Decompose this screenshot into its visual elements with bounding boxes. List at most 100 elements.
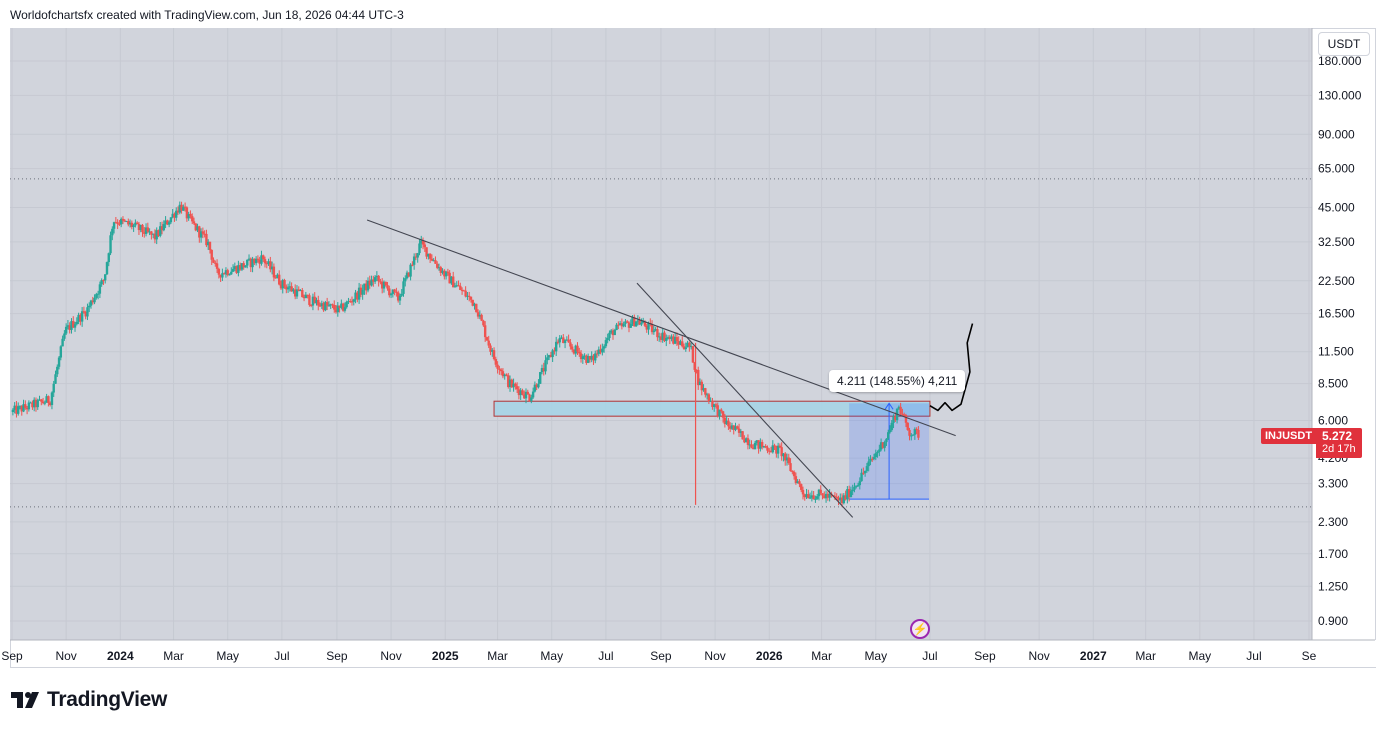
candle-body [146,227,150,232]
x-tick-label: 2026 [756,649,783,663]
candle-body [61,338,64,347]
candle-body [894,416,897,421]
candle-body [760,441,764,448]
candle-body [409,264,412,277]
candle-body [650,324,654,333]
candle-body [375,275,379,278]
x-tick-label: Sep [326,649,348,663]
candle-body [210,250,213,260]
y-tick-label: 45.000 [1318,201,1355,215]
candle-body [519,390,522,396]
candle-body [180,204,183,211]
candle-body [521,390,524,395]
candle-body [436,263,439,268]
currency-button[interactable]: USDT [1318,32,1370,56]
candle-body [334,309,338,313]
trendline [636,282,854,518]
candle-body [535,384,538,388]
candle-body [594,353,597,361]
candle-body [633,317,636,327]
candle-body [18,406,22,408]
candle-body [762,445,766,448]
candle-body [547,355,551,358]
candle-body [645,325,648,330]
candle-body [586,356,590,363]
flash-icon[interactable]: ⚡ [910,619,930,639]
candle-body [233,266,237,270]
candle-body [640,322,643,325]
candle-body [656,329,659,338]
candle-body [412,256,416,265]
candle-body [79,314,82,322]
candle-body [221,273,224,278]
candle-body [132,225,135,228]
candle-body [565,339,569,341]
candle-body [309,304,313,306]
candle-body [911,434,915,436]
candle-body [771,445,775,453]
candle-body [537,383,540,388]
candle-body [217,268,221,275]
candle-body [47,396,50,403]
candle-body [807,494,810,499]
time-axis: Sep Nov 2024 Mar May Jul Sep Nov 2025 Mar May Jul Se… [1,639,1376,667]
candle-body [150,231,153,235]
candle-body [539,372,542,384]
candle-body [865,466,869,471]
candle-body [86,307,89,317]
candle-body [285,286,288,290]
time-axis-panel [11,640,1376,667]
y-tick-label: 90.000 [1318,127,1355,141]
candle-body [476,312,480,317]
candle-body [515,386,519,390]
candle-body [514,383,517,387]
candle-body [50,392,54,405]
candle-body [313,296,316,304]
candle-body [473,303,476,306]
candle-body [752,447,755,450]
candle-body [82,311,86,313]
candle-body [338,305,341,308]
candle-body [491,350,494,352]
candle-body [540,368,544,373]
candle-body [17,406,20,414]
candle-body [869,458,872,462]
candle-body [823,495,826,499]
x-tick-label: Se [1302,649,1317,663]
candle-body [675,337,679,342]
measure-arrowhead [884,402,894,410]
candle-body [734,426,737,430]
candle-body [324,302,327,311]
candle-body [860,472,863,482]
candle-body [897,406,901,409]
candle-body [288,286,292,288]
candle-body [817,489,821,497]
candle-body [908,429,911,436]
candle-body [93,297,96,303]
candle-body [794,476,798,484]
candle-body [736,426,739,429]
candle-body [272,266,276,278]
candle-body [693,362,696,370]
candle-body [782,453,785,457]
candle-body [698,381,702,386]
candle-body [144,227,148,234]
candle-body [173,213,176,218]
candle-body [615,324,618,331]
candle-body [137,224,141,231]
candle-body [728,426,732,429]
candle-body [192,221,196,224]
candle-body [581,356,585,360]
candle-body [544,360,547,372]
candle-body [274,277,277,279]
candle-body [68,325,71,330]
candle-body [182,206,185,211]
candle-body [251,258,254,268]
candle-body [718,409,721,417]
candle-body [617,324,620,326]
bar-countdown: 2d 17h [1322,443,1356,455]
candle-body [466,295,469,297]
candle-body [606,338,609,341]
horizontal-levels [10,178,1312,508]
